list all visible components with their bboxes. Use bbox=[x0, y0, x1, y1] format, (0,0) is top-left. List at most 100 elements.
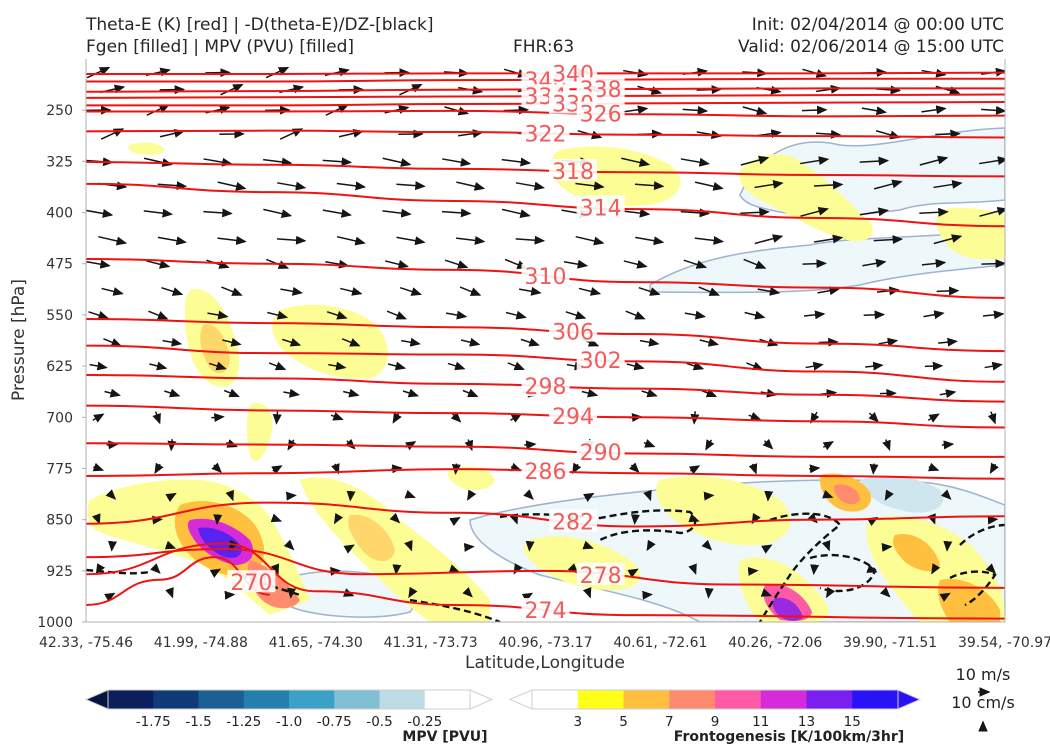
wind-vector bbox=[705, 439, 715, 451]
wind-vector bbox=[621, 208, 651, 218]
stability-contour bbox=[758, 512, 842, 622]
theta-e-contour-label: 318 bbox=[552, 160, 594, 185]
wind-vector bbox=[276, 235, 307, 245]
wind-vector bbox=[760, 588, 773, 597]
theta-e-label-bg bbox=[227, 570, 276, 593]
colorbar-segment bbox=[760, 690, 807, 709]
wind-vector bbox=[518, 286, 542, 296]
wind-vector bbox=[95, 563, 106, 575]
fgen-region bbox=[348, 514, 395, 562]
wind-vector bbox=[152, 411, 161, 425]
wind-vector bbox=[879, 586, 891, 598]
wind-vector bbox=[643, 489, 652, 502]
wind-vector bbox=[346, 490, 356, 502]
colorbar-segment bbox=[153, 690, 199, 709]
y-axis-ticks: 250 325 400 475 550 625 700 775 850 925 1000 bbox=[37, 103, 86, 631]
wind-vector bbox=[460, 337, 481, 347]
wind-vector bbox=[333, 512, 344, 525]
wind-vector bbox=[263, 208, 293, 219]
wind-vector bbox=[402, 388, 420, 398]
wind-vector bbox=[821, 540, 831, 552]
wind-vector bbox=[223, 388, 240, 398]
wind-vector bbox=[404, 540, 413, 552]
colorbar-tick-label: 3 bbox=[573, 714, 582, 730]
theta-e-contour-line bbox=[86, 542, 1005, 620]
colorbar-segment bbox=[424, 690, 471, 709]
wind-vector bbox=[921, 105, 947, 115]
theta-e-contour-label: 306 bbox=[552, 321, 594, 346]
wind-vector bbox=[154, 462, 164, 475]
wind-vector bbox=[392, 411, 402, 424]
wind-vector bbox=[341, 338, 361, 347]
theta-e-contour-label: 310 bbox=[525, 265, 567, 290]
wind-vector bbox=[446, 310, 468, 320]
wind-vector bbox=[92, 462, 105, 472]
theta-e-label-bg bbox=[549, 403, 598, 426]
theta-e-contour-label: 270 bbox=[230, 571, 272, 596]
wind-vector bbox=[211, 462, 222, 474]
wind-vector bbox=[396, 236, 426, 246]
wind-vector bbox=[105, 489, 117, 500]
wind-vector bbox=[149, 361, 168, 371]
wind-vector bbox=[322, 157, 353, 167]
wind-vector bbox=[630, 514, 640, 525]
theta-e-contour-label: 282 bbox=[552, 511, 594, 536]
wind-vector bbox=[442, 157, 472, 167]
wind-vector bbox=[818, 337, 839, 347]
wind-vector bbox=[328, 361, 347, 371]
wind-vector bbox=[863, 310, 886, 320]
wind-vector bbox=[989, 462, 999, 475]
wind-vector bbox=[157, 181, 188, 191]
wind-vector bbox=[265, 66, 290, 79]
wind-vector bbox=[643, 439, 656, 448]
theta-e-label-bg bbox=[521, 121, 570, 144]
colorbar-tick-label: -1.5 bbox=[185, 714, 211, 730]
wind-vector bbox=[921, 258, 947, 268]
wind-vector bbox=[207, 310, 229, 320]
wind-vector bbox=[939, 389, 957, 399]
wind-vector bbox=[270, 563, 280, 575]
fgen-region bbox=[246, 402, 273, 461]
wind-vector bbox=[919, 155, 949, 166]
wind-vector bbox=[981, 259, 1005, 269]
theta-e-label-bg bbox=[576, 562, 625, 585]
frontogenesis-colorbar-title: Frontogenesis [K/100km/3hr] bbox=[674, 729, 904, 745]
wind-vector bbox=[701, 388, 718, 398]
y-tick-label: 250 bbox=[46, 103, 73, 119]
colorbar-segment bbox=[715, 690, 762, 709]
wind-vector bbox=[646, 539, 656, 552]
theta-e-label-bg bbox=[549, 509, 598, 532]
wind-vector bbox=[809, 464, 821, 474]
wind-vector bbox=[919, 207, 949, 217]
wind-vector bbox=[336, 181, 367, 191]
wind-vector bbox=[161, 287, 184, 296]
wind-vector bbox=[814, 234, 844, 244]
colorbar-segment bbox=[532, 690, 579, 709]
wind-vector bbox=[583, 492, 595, 502]
colorbar-segment bbox=[623, 690, 670, 709]
wind-vector bbox=[326, 310, 348, 320]
x-tick-label: 40.61, -72.61 bbox=[613, 635, 707, 651]
wind-vector bbox=[462, 586, 473, 598]
wind-vector bbox=[985, 563, 997, 574]
wind-vector bbox=[157, 236, 187, 246]
wind-vector bbox=[882, 439, 891, 452]
x-axis-ticks: 42.33, -75.46 41.99, -74.88 41.65, -74.30 4… bbox=[39, 635, 1050, 651]
wind-vector bbox=[92, 413, 105, 423]
wind-vector bbox=[987, 515, 999, 525]
wind-vector bbox=[927, 413, 940, 423]
theta-e-contour-line bbox=[86, 547, 1005, 589]
wind-vector bbox=[757, 286, 781, 296]
wind-vector bbox=[501, 208, 531, 219]
theta-e-label-bg bbox=[576, 440, 625, 463]
wind-vector bbox=[450, 411, 462, 423]
wind-vector bbox=[822, 441, 835, 451]
stability-contour bbox=[86, 568, 151, 575]
theta-e-label-bg bbox=[549, 319, 598, 342]
wind-vector bbox=[86, 259, 111, 269]
wind-vector bbox=[869, 463, 879, 475]
wind-vector bbox=[748, 463, 758, 475]
wind-vector bbox=[225, 489, 234, 502]
frontogenesis-colorbar: 3 5 7 9 11 13 15 bbox=[508, 689, 922, 730]
wind-vector bbox=[343, 388, 360, 398]
